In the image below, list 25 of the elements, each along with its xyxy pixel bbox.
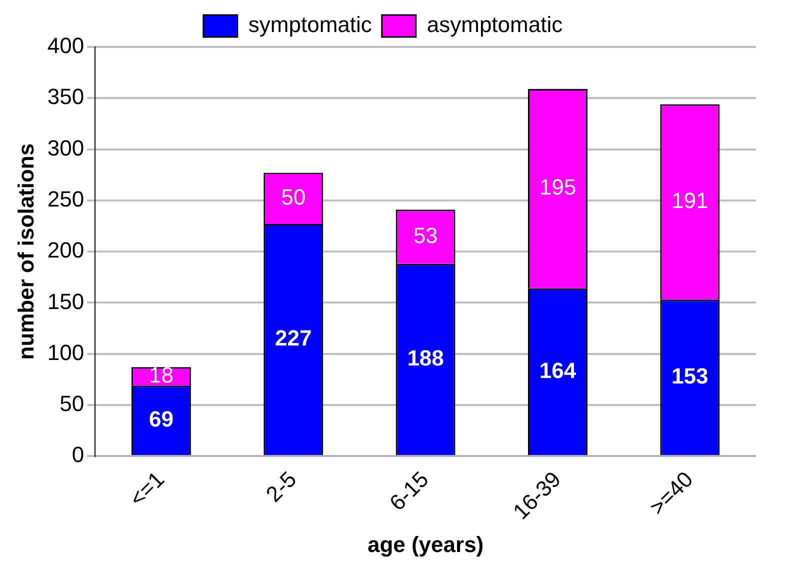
data-label: 191 xyxy=(672,188,708,214)
data-label: 18 xyxy=(148,362,174,388)
data-label: 164 xyxy=(539,358,577,383)
x-tick-label: <=1 xyxy=(124,466,170,512)
y-tick-label: 200 xyxy=(47,238,84,263)
legend-label: asymptomatic xyxy=(426,12,563,38)
y-tick-label: 0 xyxy=(72,442,84,468)
y-tick-label: 400 xyxy=(47,33,84,58)
y-tick-label: 250 xyxy=(47,186,84,212)
y-tick-label: 50 xyxy=(60,391,84,416)
data-label: 188 xyxy=(407,346,444,371)
data-label: 195 xyxy=(539,174,576,200)
y-tick-label: 300 xyxy=(47,135,84,160)
y-tick-label: 100 xyxy=(47,340,84,365)
y-tick-label: 350 xyxy=(47,84,84,110)
legend-label: symptomatic xyxy=(248,12,372,38)
x-tick-label: 2-5 xyxy=(261,466,302,507)
y-axis-title: number of isolations xyxy=(13,143,38,360)
y-tick-label: 150 xyxy=(47,288,84,314)
data-label: 53 xyxy=(413,222,438,248)
data-label: 227 xyxy=(275,326,312,351)
data-label: 69 xyxy=(148,406,174,432)
x-axis-title: age (years) xyxy=(367,532,484,557)
data-label: 50 xyxy=(281,184,306,210)
data-label: 153 xyxy=(672,363,708,388)
